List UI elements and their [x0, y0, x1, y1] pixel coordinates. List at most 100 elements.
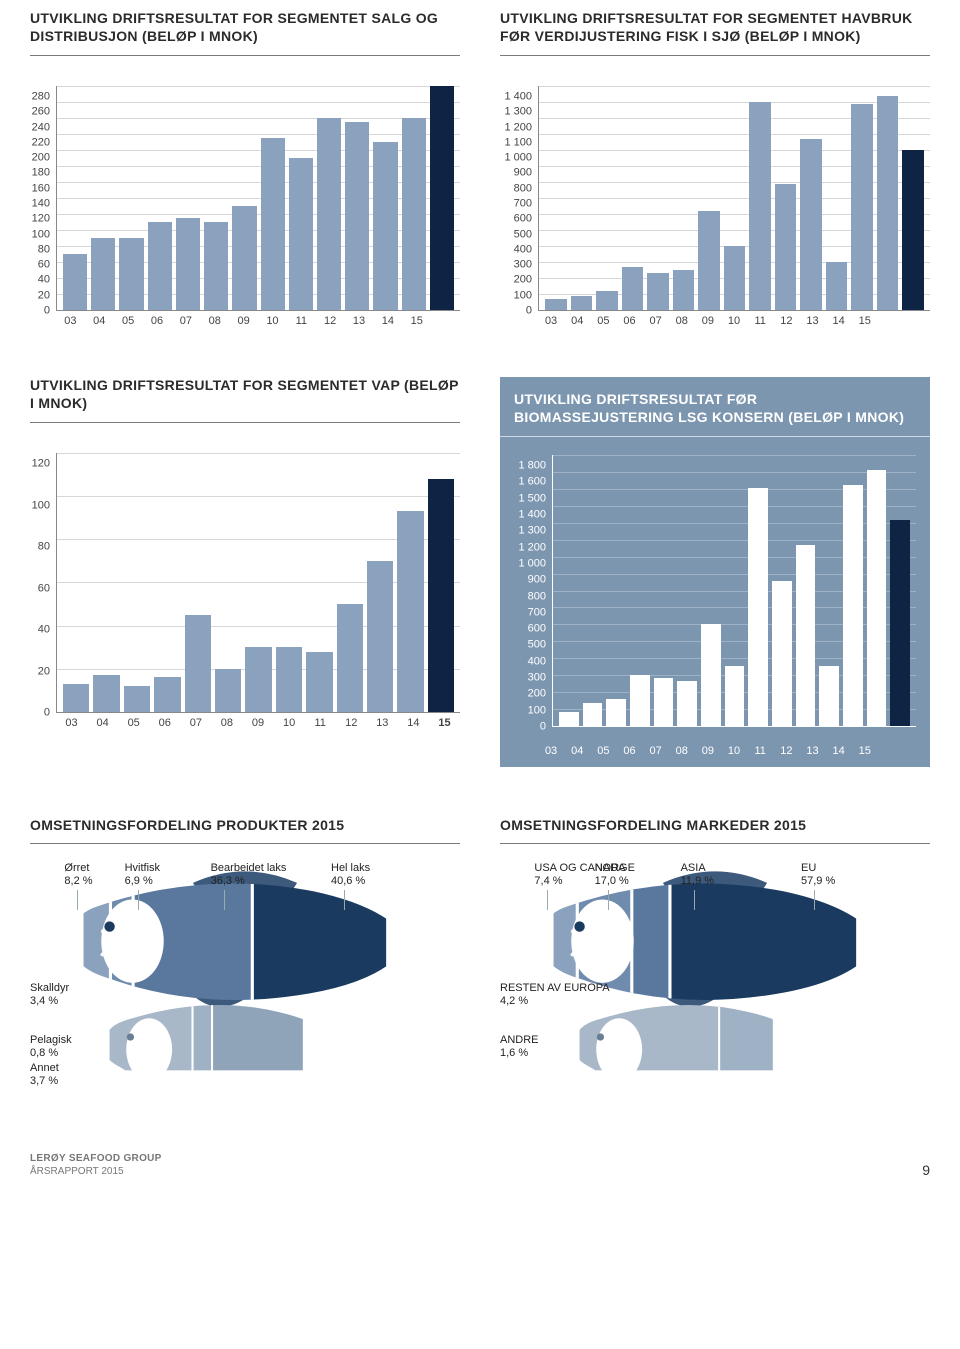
y-tick: 80 [30, 542, 50, 553]
footer-report: ÅRSRAPPORT 2015 [30, 1165, 162, 1178]
bar [606, 699, 626, 726]
bar [289, 158, 313, 310]
x-tick: 07 [643, 315, 669, 327]
segment-label: Bearbeidet laks36,3 % [211, 862, 287, 887]
y-tick: 1 000 [514, 558, 546, 569]
y-tick: 1 000 [500, 153, 532, 164]
x-tick: 14 [398, 717, 429, 729]
y-tick: 40 [30, 275, 50, 286]
bar [748, 488, 768, 726]
bar [215, 669, 241, 712]
chart-salg-distribusjon: UTVIKLING DRIFTSRESULTAT FOR SEGMENTET S… [30, 10, 460, 327]
y-tick: 1 500 [514, 493, 546, 504]
bar [724, 246, 746, 310]
bar [902, 150, 924, 310]
x-tick: 04 [85, 315, 114, 327]
bar [204, 222, 228, 310]
y-tick: 1 800 [514, 461, 546, 472]
bar [148, 222, 172, 310]
x-tick: 08 [200, 315, 229, 327]
bar [317, 118, 341, 310]
bar [119, 238, 143, 310]
bar [176, 218, 200, 310]
x-tick [431, 315, 460, 327]
y-tick: 500 [514, 640, 546, 651]
x-tick [878, 745, 904, 757]
infographic-products: OMSETNINGSFORDELING PRODUKTER 2015 Ørret… [30, 817, 460, 1112]
segment-label: RESTEN AV EUROPA4,2 % [500, 982, 610, 1007]
x-tick: 08 [211, 717, 242, 729]
bar [701, 624, 721, 726]
bar [402, 118, 426, 310]
bar [673, 270, 695, 310]
y-tick: 140 [30, 198, 50, 209]
x-tick: 12 [773, 315, 799, 327]
x-tick: 05 [590, 315, 616, 327]
chart-vap: UTVIKLING DRIFTSRESULTAT FOR SEGMENTET V… [30, 377, 460, 767]
y-tick: 400 [500, 244, 532, 255]
y-tick: 800 [514, 591, 546, 602]
segment-label: Skalldyr3,4 % [30, 982, 69, 1007]
bar [154, 677, 180, 712]
bar [571, 296, 593, 310]
segment-label: ANDRE1,6 % [500, 1034, 539, 1059]
x-tick: 09 [229, 315, 258, 327]
bar [749, 102, 771, 310]
x-tick: 10 [258, 315, 287, 327]
bar [622, 267, 644, 310]
bar [430, 86, 454, 310]
bar [583, 703, 603, 726]
x-tick: 04 [564, 745, 590, 757]
y-tick: 300 [514, 673, 546, 684]
x-tick: 14 [373, 315, 402, 327]
chart3-title: UTVIKLING DRIFTSRESULTAT FOR SEGMENTET V… [30, 377, 460, 423]
y-tick: 400 [514, 656, 546, 667]
y-tick: 80 [30, 244, 50, 255]
y-tick: 100 [30, 500, 50, 511]
bar [261, 138, 285, 310]
chart-havbruk: UTVIKLING DRIFTSRESULTAT FOR SEGMENTET H… [500, 10, 930, 327]
bar [826, 262, 848, 310]
y-tick: 100 [30, 229, 50, 240]
x-tick: 09 [695, 315, 721, 327]
x-tick: 09 [695, 745, 721, 757]
bar [397, 511, 423, 712]
bar [63, 684, 89, 712]
x-tick: 08 [669, 315, 695, 327]
bar [851, 104, 873, 310]
segment-label: Ørret8,2 % [64, 862, 92, 887]
x-tick: 15 [402, 315, 431, 327]
segment-label: Hvitfisk6,9 % [125, 862, 160, 887]
chart1-title: UTVIKLING DRIFTSRESULTAT FOR SEGMENTET S… [30, 10, 460, 56]
y-tick: 20 [30, 290, 50, 301]
x-tick: 13 [799, 315, 825, 327]
chart4-title: UTVIKLING DRIFTSRESULTAT FØR BIOMASSEJUS… [500, 377, 930, 437]
bar [559, 712, 579, 726]
y-tick: 1 200 [500, 122, 532, 133]
page-footer: LERØY SEAFOOD GROUP ÅRSRAPPORT 2015 9 [30, 1152, 930, 1178]
x-tick: 13 [367, 717, 398, 729]
y-tick: 260 [30, 107, 50, 118]
y-tick: 200 [500, 275, 532, 286]
footer-page-number: 9 [922, 1162, 930, 1178]
bar [596, 291, 618, 310]
x-tick: 09 [242, 717, 273, 729]
x-tick: 07 [643, 745, 669, 757]
x-tick: 11 [747, 745, 773, 757]
y-tick: 60 [30, 260, 50, 271]
bar [698, 211, 720, 310]
y-tick: 500 [500, 229, 532, 240]
x-tick: 06 [616, 315, 642, 327]
x-tick: 15 [852, 745, 878, 757]
x-tick: 14 [826, 315, 852, 327]
x-tick: 07 [180, 717, 211, 729]
y-tick: 120 [30, 214, 50, 225]
segment-label: Pelagisk0,8 % [30, 1034, 72, 1059]
y-tick: 700 [514, 607, 546, 618]
bar [545, 299, 567, 310]
y-tick: 0 [30, 305, 50, 316]
bar [345, 122, 369, 310]
bar [775, 184, 797, 310]
bar [124, 686, 150, 712]
y-tick: 1 400 [500, 92, 532, 103]
